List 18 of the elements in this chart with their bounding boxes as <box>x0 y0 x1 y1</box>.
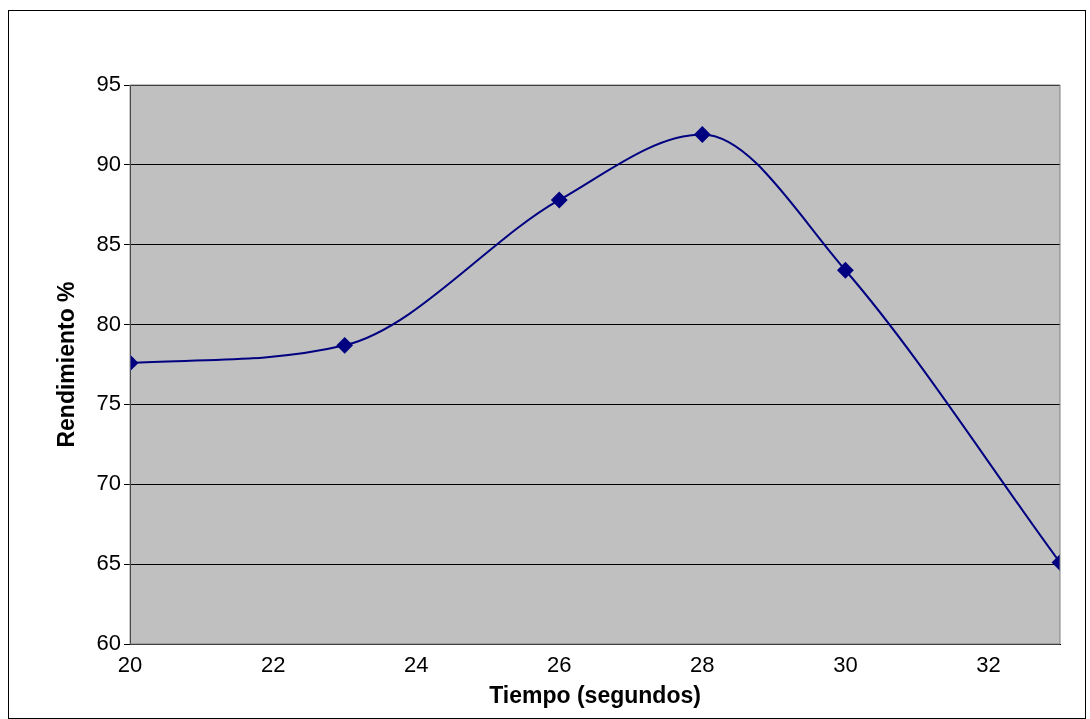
x-tick-label: 30 <box>833 652 858 678</box>
x-tick-label: 26 <box>547 652 572 678</box>
y-tick-label: 65 <box>96 550 122 576</box>
x-tick-label: 28 <box>690 652 715 678</box>
point <box>551 191 568 208</box>
y-tick-label: 90 <box>96 150 122 176</box>
y-tick-label: 70 <box>96 470 122 496</box>
x-tick-label: 24 <box>403 652 429 678</box>
y-tick-label: 85 <box>96 230 122 256</box>
y-tick-label: 80 <box>96 310 122 336</box>
x-tick-label: 32 <box>976 652 1001 678</box>
y-tick-label: 95 <box>96 71 122 97</box>
point <box>837 262 854 279</box>
x-tick-label: 22 <box>260 652 286 678</box>
point <box>694 126 711 143</box>
y-tick-label: 75 <box>96 390 122 416</box>
x-axis-title: Tiempo (segundos) <box>489 681 701 708</box>
y-axis-title: Rendimiento % <box>53 281 80 448</box>
